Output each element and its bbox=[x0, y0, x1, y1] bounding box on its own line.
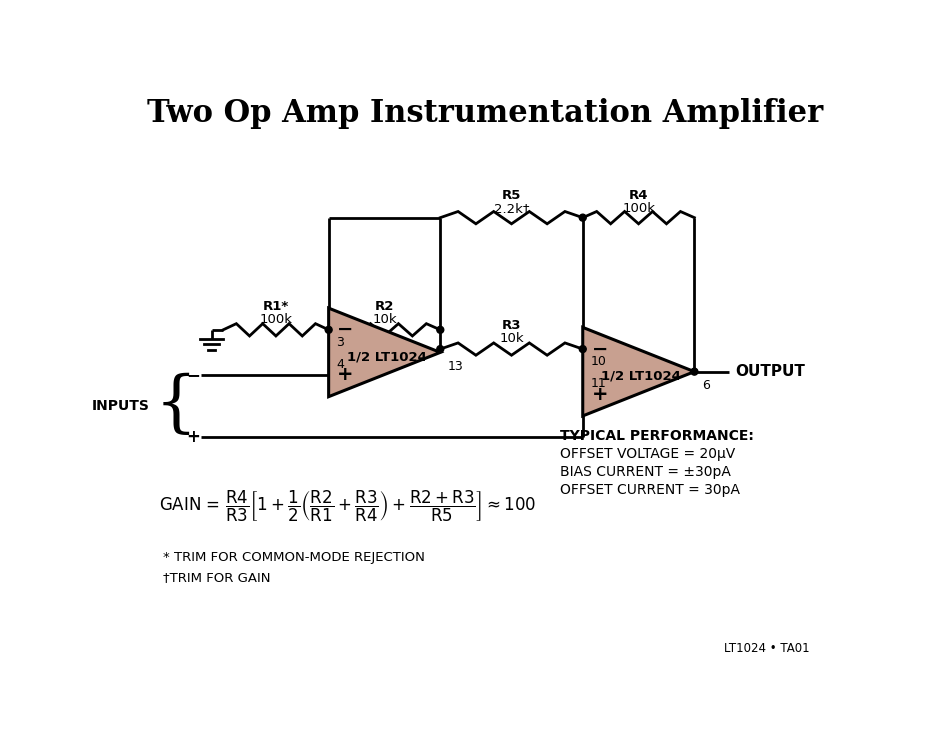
Text: 6: 6 bbox=[702, 379, 710, 392]
Text: GAIN = $\dfrac{\mathrm{R4}}{\mathrm{R3}}\left[1 + \dfrac{1}{2}\left(\dfrac{\math: GAIN = $\dfrac{\mathrm{R4}}{\mathrm{R3}}… bbox=[159, 488, 537, 524]
Text: {: { bbox=[155, 373, 197, 439]
Circle shape bbox=[437, 326, 444, 333]
Circle shape bbox=[691, 368, 698, 375]
Text: 100k: 100k bbox=[622, 202, 655, 215]
Polygon shape bbox=[329, 308, 440, 396]
Text: −: − bbox=[592, 340, 608, 359]
Text: 10: 10 bbox=[590, 355, 606, 368]
Circle shape bbox=[580, 346, 586, 353]
Text: TYPICAL PERFORMANCE:: TYPICAL PERFORMANCE: bbox=[560, 430, 754, 443]
Text: −: − bbox=[187, 366, 200, 384]
Text: * TRIM FOR COMMON-MODE REJECTION: * TRIM FOR COMMON-MODE REJECTION bbox=[163, 551, 425, 565]
Text: +: + bbox=[187, 427, 200, 445]
Text: BIAS CURRENT = ±30pA: BIAS CURRENT = ±30pA bbox=[560, 465, 730, 479]
Text: 1/2 LT1024: 1/2 LT1024 bbox=[347, 350, 427, 363]
Text: 1/2 LT1024: 1/2 LT1024 bbox=[600, 370, 681, 383]
Text: 11: 11 bbox=[590, 377, 606, 390]
Text: R5: R5 bbox=[502, 190, 521, 202]
Text: 10k: 10k bbox=[499, 332, 524, 345]
Text: 4: 4 bbox=[336, 358, 344, 371]
Text: OFFSET VOLTAGE = 20μV: OFFSET VOLTAGE = 20μV bbox=[560, 447, 735, 461]
Text: 100k: 100k bbox=[259, 313, 293, 326]
Text: OUTPUT: OUTPUT bbox=[735, 364, 805, 379]
Text: 3: 3 bbox=[336, 336, 344, 349]
Text: +: + bbox=[592, 385, 608, 404]
Text: R1*: R1* bbox=[262, 300, 289, 313]
Text: +: + bbox=[337, 365, 354, 384]
Circle shape bbox=[325, 326, 332, 333]
Text: R4: R4 bbox=[629, 190, 649, 202]
Text: 10k: 10k bbox=[372, 313, 397, 326]
Text: OFFSET CURRENT = 30pA: OFFSET CURRENT = 30pA bbox=[560, 482, 740, 497]
Circle shape bbox=[580, 214, 586, 221]
Text: LT1024 • TA01: LT1024 • TA01 bbox=[724, 643, 810, 655]
Text: 13: 13 bbox=[448, 360, 464, 373]
Text: †TRIM FOR GAIN: †TRIM FOR GAIN bbox=[163, 572, 271, 584]
Text: INPUTS: INPUTS bbox=[91, 399, 150, 413]
Text: −: − bbox=[337, 320, 354, 339]
Polygon shape bbox=[582, 328, 694, 416]
Text: Two Op Amp Instrumentation Amplifier: Two Op Amp Instrumentation Amplifier bbox=[147, 98, 823, 129]
Circle shape bbox=[437, 346, 444, 353]
Text: R3: R3 bbox=[502, 319, 521, 332]
Text: 2.2k†: 2.2k† bbox=[493, 202, 529, 215]
Text: R2: R2 bbox=[375, 300, 394, 313]
